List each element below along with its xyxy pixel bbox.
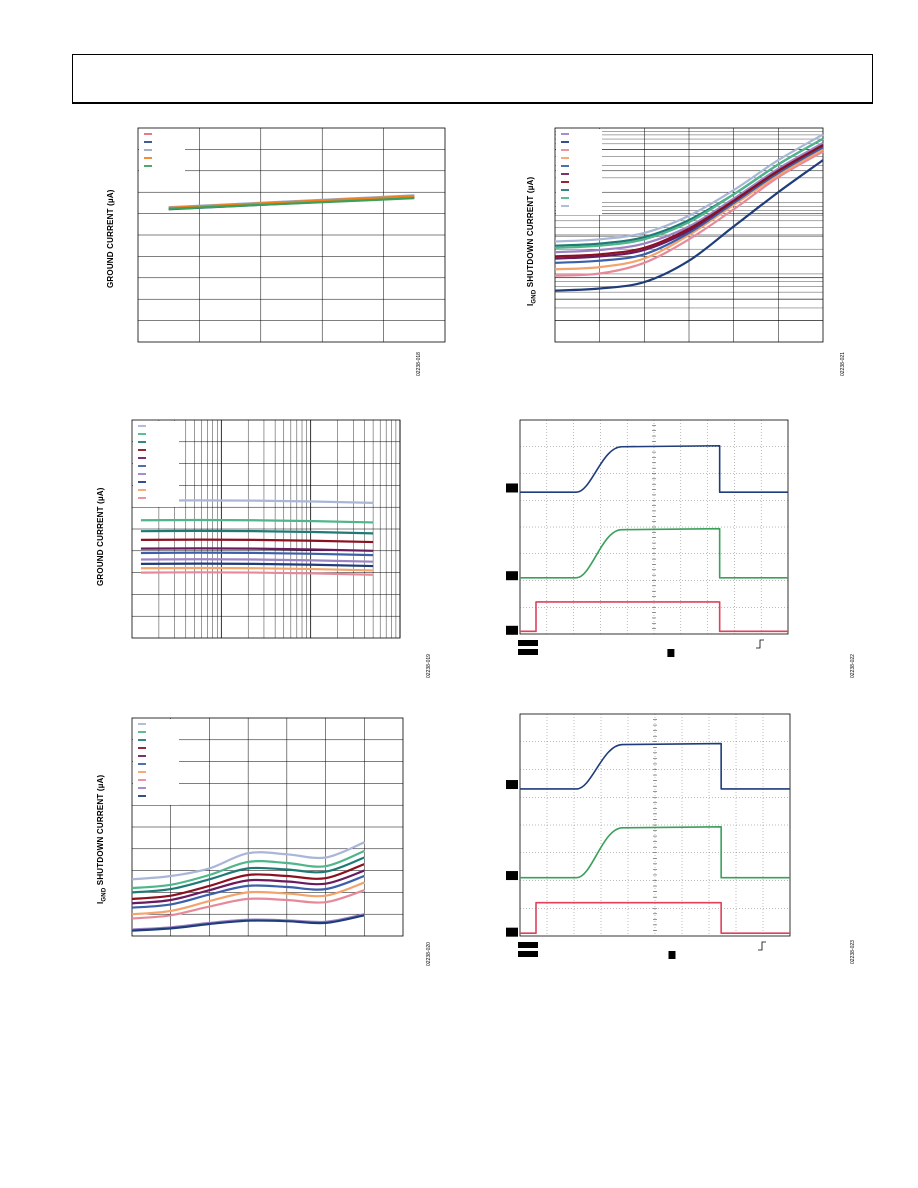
series-line-9 <box>554 137 824 249</box>
series-line-1 <box>554 142 824 254</box>
series-line-3 <box>520 901 790 935</box>
series-line-10 <box>131 914 365 932</box>
scope-readout-block <box>518 640 538 646</box>
figure-19-panel: GROUND CURRENT (µA) 02238-019 <box>92 412 442 682</box>
figure-18-panel: GROUND CURRENT (µA) 02238-018 <box>100 120 446 380</box>
figure-23-id: 02238-023 <box>850 940 856 964</box>
scope-readout-block <box>667 649 675 657</box>
series-line-3 <box>520 601 788 633</box>
figure-22-chart <box>506 419 789 657</box>
series-line-2 <box>554 159 824 292</box>
figure-21-chart <box>554 127 824 343</box>
channel-2-marker <box>506 871 518 881</box>
series-line-10 <box>140 571 374 576</box>
series-line-7 <box>131 881 365 916</box>
scope-readout-block <box>518 942 538 948</box>
channel-1-marker <box>506 483 518 493</box>
series-line-5 <box>131 869 365 905</box>
figure-19-chart <box>131 419 401 639</box>
series-line-2 <box>520 825 790 879</box>
figure-20-id: 02238-020 <box>426 942 432 966</box>
figure-22-panel: 02238-022 <box>500 412 870 682</box>
figure-23-panel: 02238-023 <box>500 706 870 976</box>
series-line-1 <box>520 742 790 790</box>
series-line-5 <box>168 197 415 210</box>
series-line-2 <box>140 518 374 524</box>
trigger-edge-icon <box>756 639 764 649</box>
legend-box <box>133 719 179 805</box>
figure-21-id: 02238-021 <box>840 352 846 376</box>
scope-readout-block <box>518 649 538 655</box>
channel-3-marker <box>506 927 518 937</box>
figure-19-id: 02238-019 <box>426 654 432 678</box>
series-line-2 <box>520 527 788 579</box>
series-line-3 <box>554 150 824 277</box>
series-line-1 <box>131 841 365 881</box>
legend-box <box>139 129 185 175</box>
scope-readout-block <box>518 951 538 957</box>
series-line-9 <box>140 566 374 572</box>
series-line-4 <box>131 863 365 901</box>
channel-1-marker <box>506 780 518 790</box>
figure-18-id: 02238-018 <box>416 352 422 376</box>
series-line-4 <box>140 538 374 544</box>
legend-box <box>133 421 179 507</box>
figure-20-chart <box>131 717 404 937</box>
series-line-5 <box>554 146 824 264</box>
series-line-8 <box>131 889 365 920</box>
series-line-4 <box>554 148 824 271</box>
trigger-edge-icon <box>758 941 766 951</box>
figure-22-id: 02238-022 <box>850 654 856 678</box>
series-line-8 <box>140 562 374 568</box>
figure-23-chart <box>506 713 791 959</box>
series-line-5 <box>140 547 374 552</box>
channel-2-marker <box>506 571 518 581</box>
series-line-7 <box>140 558 374 563</box>
series-line-6 <box>131 874 365 909</box>
page-header-box <box>72 54 873 104</box>
series-line-7 <box>554 144 824 258</box>
figure-21-panel: IGND SHUTDOWN CURRENT (µA) 02238-021 <box>520 120 860 380</box>
scope-readout-block <box>668 951 676 959</box>
figure-18-chart <box>137 127 446 343</box>
channel-3-marker <box>506 625 518 635</box>
series-line-2 <box>131 849 365 890</box>
series-line-6 <box>140 551 374 557</box>
series-line-3 <box>140 529 374 535</box>
series-line-3 <box>131 856 365 894</box>
legend-box <box>556 129 602 215</box>
series-line-4 <box>168 195 415 209</box>
figure-20-panel: IGND SHUTDOWN CURRENT (µA) 02238-020 <box>92 706 442 976</box>
series-line-10 <box>554 133 824 243</box>
series-line-1 <box>520 444 788 494</box>
